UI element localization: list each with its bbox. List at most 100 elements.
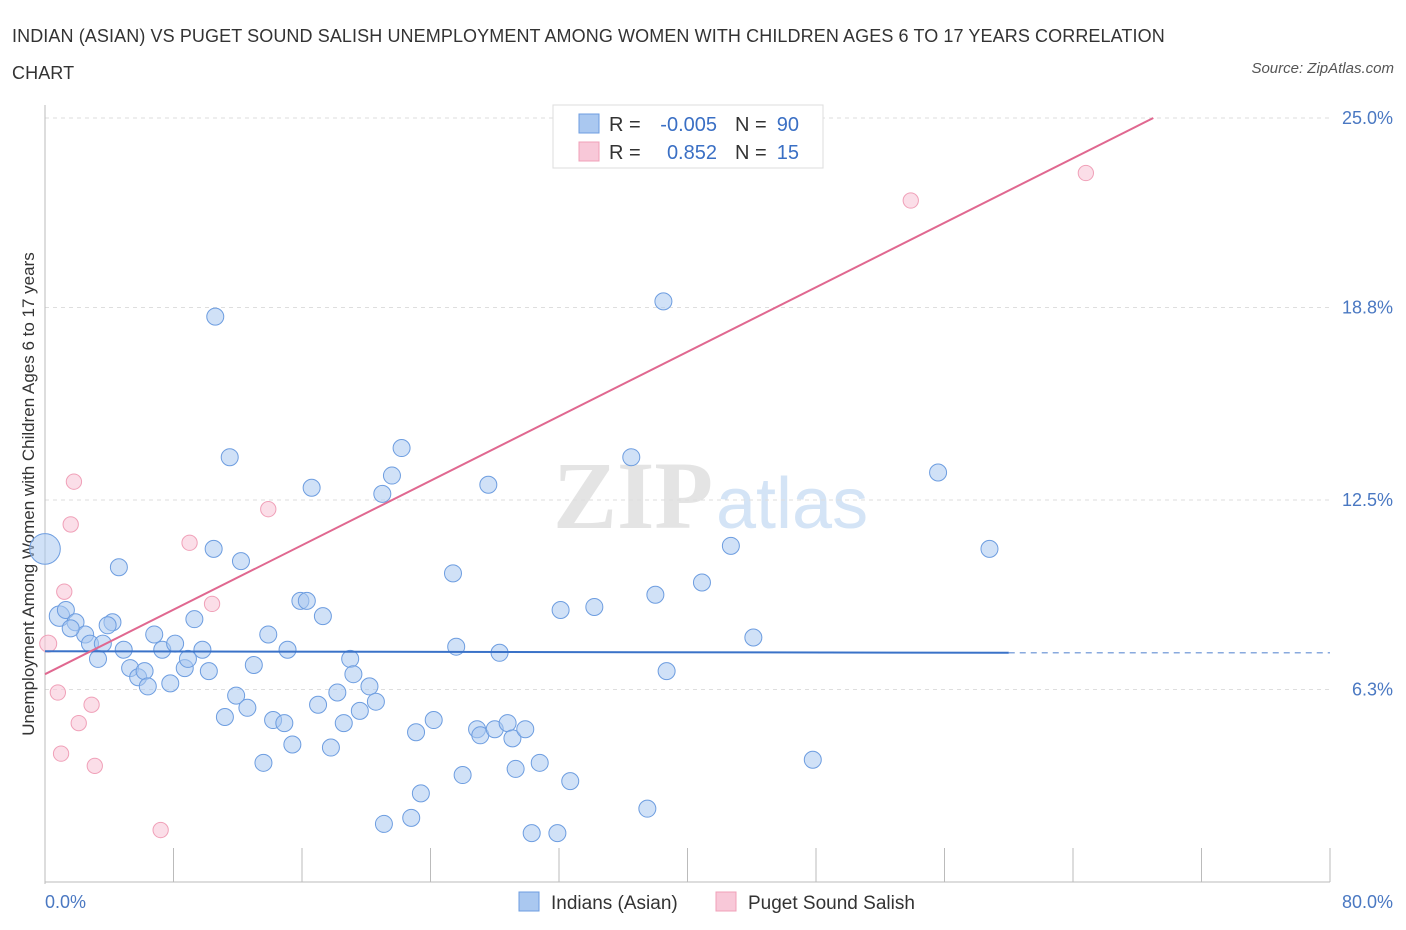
x-tick-label-min: 0.0% [45,892,86,912]
indians-point [374,814,393,833]
puget-point [65,473,83,490]
indians-point [135,662,154,681]
puget-point [1077,164,1094,182]
bottom-legend-label-indians: Indians (Asian) [551,893,678,914]
indians-point [407,723,426,742]
indians-point [215,707,234,726]
puget-point [62,516,79,533]
indians-point [522,824,541,843]
legend-n-value-indians: 90 [777,114,799,136]
source-label: Source: ZipAtlas.com [1251,60,1394,77]
indians-point [382,466,401,485]
indians-point [622,448,641,467]
indians-point [114,640,133,659]
indians-point [366,692,385,711]
indians-point [297,591,316,610]
indians-point [321,738,340,757]
trendlines [44,117,1330,676]
indians-point [302,478,321,497]
puget-point [902,192,919,209]
indians-point [424,711,443,730]
indians-point [244,656,263,675]
indians-point [561,772,580,791]
indians-point [692,573,711,592]
indians-point [29,533,61,565]
y-tick-label-0: 25.0% [1342,108,1393,128]
watermark-atlas: atlas [716,464,868,544]
indians-point [283,735,302,754]
x-tick-label-max: 80.0% [1342,892,1393,912]
indians-point [392,439,411,458]
legend-r-value-puget: 0.852 [667,142,717,164]
legend-r-value-indians: -0.005 [660,114,717,136]
indians-point [178,649,197,668]
y-tick-label-1: 18.8% [1342,297,1393,317]
y-tick-labels: 25.0% 18.8% 12.5% 6.3% [1342,108,1393,699]
indians-point [98,616,117,635]
indians-point [443,564,462,583]
indians-point [199,662,218,681]
indians-point [402,808,421,827]
indians-point [373,484,392,503]
indians-point [206,307,225,326]
puget-point [181,534,198,551]
indians-point [61,619,80,638]
indians-point [344,665,363,684]
indians-point [193,640,212,659]
puget-point [52,745,70,762]
indians-point [227,686,246,705]
puget-point [83,696,100,713]
indians-point [313,607,332,626]
series-puget-points [39,164,1094,839]
y-tick-label-3: 6.3% [1352,679,1393,699]
legend-swatch-indians [578,113,600,134]
legend-n-label-indians: N = [735,114,767,136]
indians-point [89,649,108,668]
indians-point [275,714,294,733]
trendline-puget [44,117,1154,676]
indians-point [254,753,273,772]
indians-point [328,683,347,702]
bottom-legend-swatch-indians [518,891,540,912]
indians-point [453,766,472,785]
puget-point [260,501,277,518]
legend-r-label-puget: R = [609,142,641,164]
indians-point [138,677,157,696]
indians-point [166,634,185,653]
puget-point [49,684,66,701]
puget-point [86,757,103,775]
legend-n-value-puget: 15 [777,142,799,164]
indians-point [204,539,223,558]
indians-point [360,677,379,696]
bottom-legend: Indians (Asian) Puget Sound Salish [518,891,915,914]
puget-point [39,634,58,653]
legend-r-label-indians: R = [609,114,641,136]
indians-point [744,628,763,647]
indians-point [479,475,498,494]
puget-point [56,583,73,600]
indians-point [309,695,328,714]
indians-point [259,625,278,644]
legend-box: R = -0.005 N = 90 R = 0.852 N = 15 [552,104,824,169]
indians-point [350,701,369,720]
y-tick-label-2: 12.5% [1342,490,1393,510]
indians-point [145,625,164,644]
legend-n-label-puget: N = [735,142,767,164]
indians-point [411,784,430,803]
indians-point [548,824,567,843]
indians-point [93,634,112,653]
axes [44,105,1331,884]
indians-point [109,558,128,577]
indians-point [238,698,257,717]
indians-point [530,753,549,772]
indians-point [657,662,676,681]
indians-point [929,463,948,482]
indians-point [803,750,822,769]
bottom-legend-swatch-puget [715,891,737,912]
indians-point [980,539,999,558]
indians-point [185,610,204,629]
puget-point [70,714,87,732]
puget-point [203,595,221,613]
chart-title: INDIAN (ASIAN) VS PUGET SOUND SALISH UNE… [12,26,1165,83]
